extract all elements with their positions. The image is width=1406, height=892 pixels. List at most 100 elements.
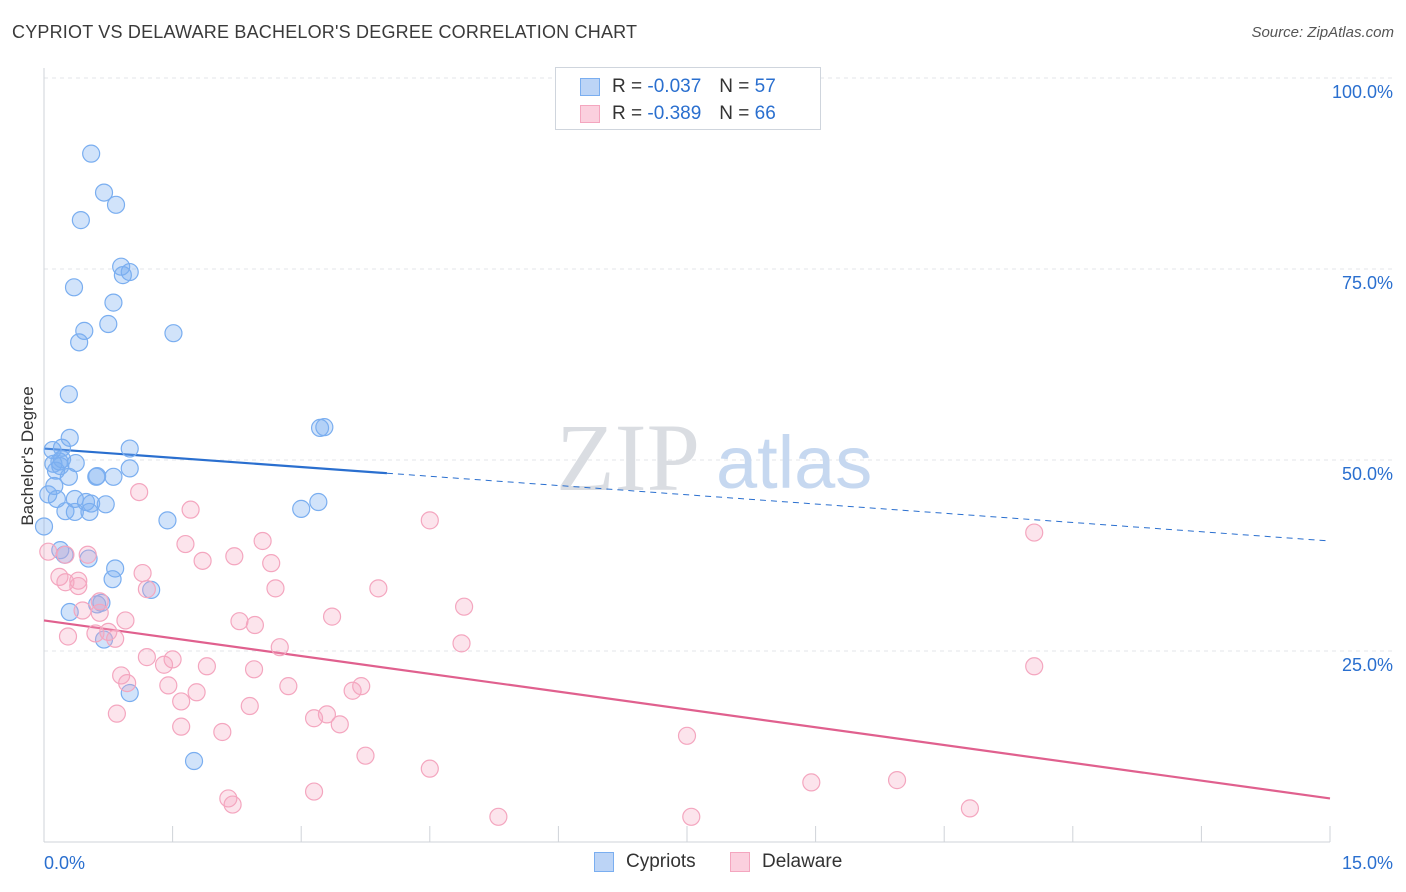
legend-row-delaware: R = -0.389 N = 66 <box>580 101 776 127</box>
point-delaware <box>56 545 75 564</box>
point-delaware <box>137 580 156 599</box>
point-delaware <box>270 638 289 657</box>
point-delaware <box>266 579 285 598</box>
point-delaware <box>172 717 191 736</box>
point-delaware <box>244 660 264 679</box>
point-delaware <box>304 782 324 801</box>
point-cypriots <box>66 453 85 473</box>
point-cypriots <box>50 452 69 471</box>
point-delaware <box>677 726 697 745</box>
x-tick-label: 0.0% <box>44 853 85 873</box>
legend-row-cypriots: R = -0.037 N = 57 <box>580 74 776 100</box>
point-delaware <box>116 611 135 630</box>
point-delaware <box>181 500 200 519</box>
point-cypriots <box>292 499 311 518</box>
point-delaware <box>213 722 232 742</box>
point-delaware <box>58 627 78 646</box>
point-delaware <box>154 655 174 674</box>
trend-line-cypriots <box>43 447 388 475</box>
point-delaware <box>1025 657 1044 676</box>
point-delaware <box>330 715 349 734</box>
point-cypriots <box>184 751 204 771</box>
point-cypriots <box>39 485 58 504</box>
stats-legend: R = -0.037 N = 57 R = -0.389 N = 66 <box>555 67 821 130</box>
point-delaware <box>240 696 259 716</box>
legend-swatch-cypriots <box>580 78 600 96</box>
point-delaware <box>163 650 182 669</box>
chart-title: CYPRIOT VS DELAWARE BACHELOR'S DEGREE CO… <box>12 22 638 42</box>
point-delaware <box>107 704 126 723</box>
point-cypriots <box>65 502 84 522</box>
point-delaware <box>802 773 821 792</box>
point-delaware <box>489 807 508 826</box>
point-delaware <box>90 603 109 622</box>
point-delaware <box>225 547 244 566</box>
legend-n-value-delaware: 66 <box>754 103 776 124</box>
bottom-legend-swatch-cypriots <box>594 852 614 872</box>
point-delaware <box>960 799 980 818</box>
point-delaware <box>159 676 178 695</box>
point-delaware <box>223 795 242 814</box>
legend-n-label: N = <box>719 103 750 124</box>
point-cypriots <box>60 428 79 447</box>
point-delaware <box>172 692 191 711</box>
point-delaware <box>69 571 88 590</box>
y-tick-label: 50.0% <box>1342 464 1393 484</box>
y-tick-label: 25.0% <box>1342 655 1393 675</box>
point-delaware <box>73 601 92 620</box>
point-cypriots <box>120 439 139 458</box>
bottom-legend-delaware: Delaware <box>730 851 842 873</box>
point-delaware <box>262 554 281 573</box>
gridlines <box>44 77 1392 652</box>
point-cypriots <box>94 183 114 202</box>
watermark-zip: ZIP <box>556 404 700 511</box>
legend-r-value-cypriots: -0.037 <box>647 76 702 97</box>
point-delaware <box>452 634 471 653</box>
legend-n-label: N = <box>719 76 750 97</box>
point-delaware <box>887 771 907 790</box>
point-delaware <box>187 683 206 702</box>
point-cypriots <box>106 195 126 214</box>
point-cypriots <box>56 502 75 521</box>
point-cypriots <box>88 466 107 486</box>
point-cypriots <box>164 324 183 343</box>
point-cypriots <box>52 450 72 469</box>
point-delaware <box>78 545 97 564</box>
trend-lines <box>43 447 1331 800</box>
point-delaware <box>245 615 265 635</box>
point-delaware <box>682 807 701 826</box>
point-delaware <box>454 597 474 616</box>
point-cypriots <box>309 492 328 512</box>
point-cypriots <box>120 459 139 478</box>
point-delaware <box>69 576 88 596</box>
y-tick-label: 100.0% <box>1332 82 1393 102</box>
trend-line-delaware <box>43 619 1331 800</box>
point-delaware <box>99 622 118 642</box>
bottom-legend-label-cypriots: Cypriots <box>626 851 696 872</box>
point-cypriots <box>64 278 84 297</box>
point-delaware <box>352 677 371 696</box>
point-cypriots <box>46 461 66 480</box>
y-tick-label: 75.0% <box>1342 273 1393 293</box>
point-delaware <box>253 531 272 551</box>
point-cypriots <box>103 570 122 589</box>
point-delaware <box>118 673 137 693</box>
point-delaware <box>133 563 152 583</box>
point-cypriots <box>96 495 115 514</box>
point-delaware <box>197 657 216 676</box>
tick-labels: 25.0% 50.0% 75.0% 100.0% 0.0% 15.0% <box>44 82 1393 873</box>
point-delaware <box>130 482 149 502</box>
point-cypriots <box>104 293 123 312</box>
point-delaware <box>176 534 195 554</box>
point-cypriots <box>71 211 90 230</box>
point-delaware <box>356 746 375 765</box>
legend-swatch-delaware <box>580 105 600 123</box>
data-points <box>34 144 1044 826</box>
legend-r-value-delaware: -0.389 <box>647 103 702 124</box>
point-cypriots <box>34 517 54 536</box>
point-cypriots <box>80 502 99 522</box>
point-cypriots <box>75 321 94 340</box>
point-cypriots <box>113 266 132 285</box>
legend-r-label: R = <box>612 76 643 97</box>
point-cypriots <box>59 385 78 404</box>
